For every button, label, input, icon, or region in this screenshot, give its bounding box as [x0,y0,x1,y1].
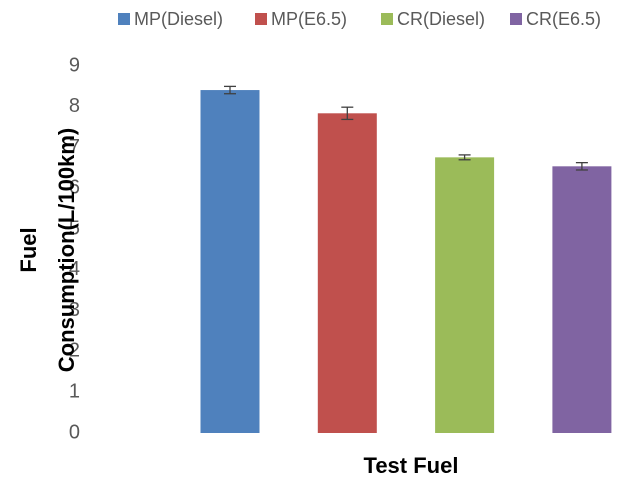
bar [435,157,495,433]
y-tick-label: 2 [69,340,80,362]
legend-label: CR(E6.5) [526,9,601,29]
error-bar [341,106,354,121]
legend-swatch [510,13,522,25]
bar [552,166,612,433]
y-axis-title-line: Consumption(L/100km) [54,128,79,372]
y-tick-label: 5 [69,217,80,239]
y-tick-label: 8 [69,95,80,117]
y-tick-label: 0 [69,421,80,443]
y-tick-label: 1 [69,381,80,403]
legend-label: MP(E6.5) [271,9,347,29]
y-tick-label: 7 [69,136,80,158]
y-axis-title-line: Fuel [16,227,41,272]
error-bar [224,85,236,95]
y-axis-title: Fuel Consumption(L/100km) [16,128,79,372]
error-bar [458,154,471,161]
legend-label: CR(Diesel) [397,9,485,29]
bar [200,90,260,433]
bar [317,113,377,434]
legend-swatch [118,13,130,25]
legend-label: MP(Diesel) [134,9,223,29]
y-tick-label: 4 [69,258,80,280]
x-axis-title: Test Fuel [364,453,459,478]
y-tick-label: 3 [69,299,80,321]
legend-swatch [255,13,267,25]
error-bar [575,161,588,171]
legend-swatch [381,13,393,25]
y-tick-label: 9 [69,54,80,76]
y-tick-label: 6 [69,177,80,199]
